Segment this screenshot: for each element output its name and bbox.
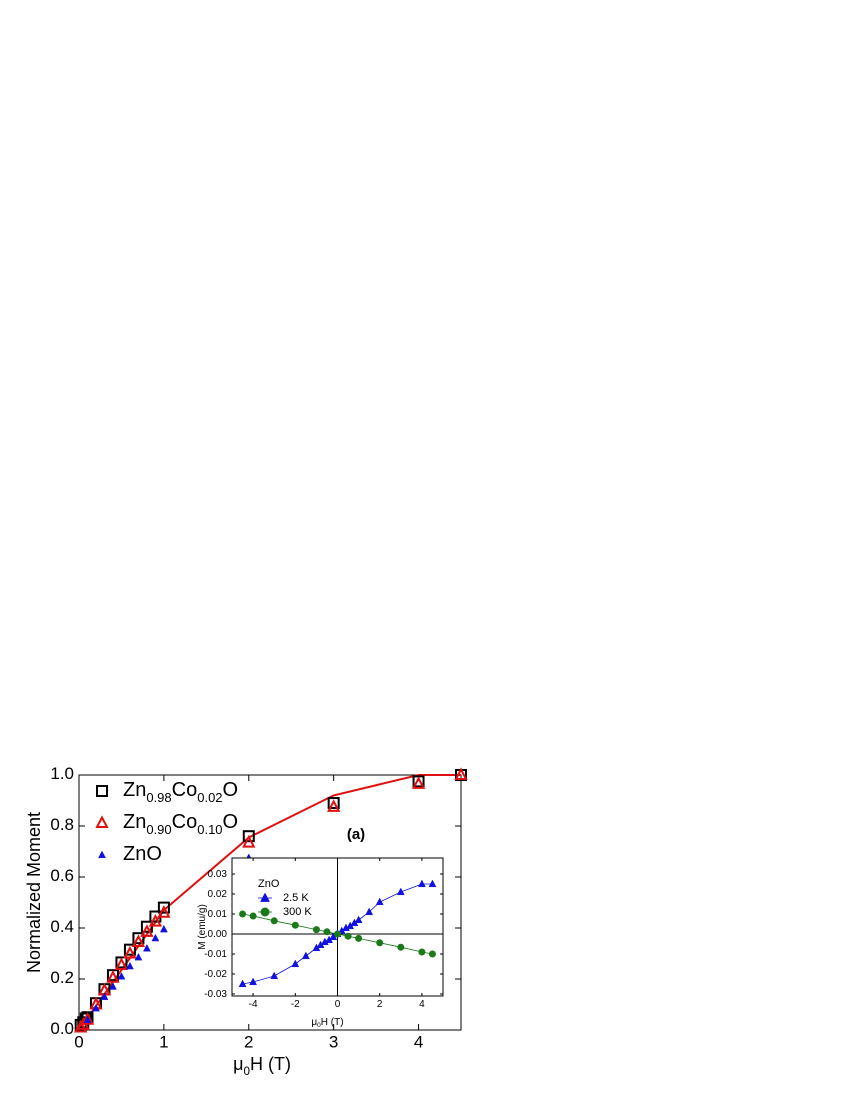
series xyxy=(74,767,468,1033)
x-tick-label: 0 xyxy=(74,1033,83,1052)
marker xyxy=(157,905,171,918)
y-tick-label: -0.03 xyxy=(204,989,227,1000)
x-axis-label: μ0H (T) xyxy=(311,1017,343,1030)
marker xyxy=(375,897,384,906)
legend-label: ZnO xyxy=(123,843,162,865)
y-tick-label: 0.4 xyxy=(50,917,74,936)
x-tick-label: -4 xyxy=(249,999,258,1010)
marker xyxy=(151,933,160,942)
marker xyxy=(92,1003,100,1012)
marker xyxy=(140,924,154,937)
marker xyxy=(123,945,137,959)
marker xyxy=(417,879,426,888)
marker xyxy=(117,972,126,980)
x-tick-label: 0 xyxy=(335,999,341,1010)
y-axis-label: M (emu/g) xyxy=(197,904,208,950)
marker xyxy=(270,971,279,980)
marker xyxy=(344,932,352,940)
marker xyxy=(242,830,255,843)
y-tick-label: 0.6 xyxy=(50,866,74,885)
marker xyxy=(428,879,437,888)
marker xyxy=(323,928,331,936)
y-tick-label: 0.0 xyxy=(50,1019,74,1038)
marker xyxy=(327,797,340,810)
x-tick-label: 4 xyxy=(419,999,425,1010)
marker xyxy=(418,948,426,956)
marker xyxy=(242,834,256,848)
marker xyxy=(249,977,258,986)
marker xyxy=(291,921,299,929)
x-tick-label: 1 xyxy=(159,1033,168,1052)
marker xyxy=(109,982,117,990)
marker xyxy=(397,943,405,951)
marker xyxy=(428,950,436,958)
x-tick-label: 2 xyxy=(244,1033,253,1052)
marker xyxy=(74,1019,88,1033)
legend-marker xyxy=(260,892,270,902)
marker xyxy=(114,957,129,970)
marker xyxy=(454,767,468,780)
marker xyxy=(301,951,310,960)
marker xyxy=(157,901,170,914)
y-tick-label: -0.01 xyxy=(204,949,227,960)
marker xyxy=(148,913,163,927)
marker xyxy=(291,959,300,968)
marker xyxy=(83,1015,92,1023)
legend-marker xyxy=(96,785,108,797)
marker xyxy=(238,979,247,988)
marker xyxy=(100,992,109,1000)
marker xyxy=(327,799,341,812)
legend-marker xyxy=(98,850,106,859)
marker xyxy=(365,907,374,916)
marker xyxy=(80,1012,95,1025)
legend-label: Zn0.98Co0.02O xyxy=(123,779,238,805)
marker xyxy=(249,912,257,920)
legend-label: 2.5 K xyxy=(283,892,309,904)
x-axis-label: μ0H (T) xyxy=(233,1054,291,1078)
x-tick-label: 2 xyxy=(377,999,383,1010)
y-tick-label: 0.01 xyxy=(208,909,228,920)
x-tick-label: -2 xyxy=(291,999,300,1010)
marker xyxy=(312,926,320,934)
legend-label: Zn0.90Co0.10O xyxy=(123,811,238,837)
marker xyxy=(334,930,341,938)
marker xyxy=(396,887,405,896)
y-tick-label: 0.03 xyxy=(208,869,228,880)
marker xyxy=(126,961,134,970)
marker xyxy=(354,915,363,924)
y-tick-label: -0.02 xyxy=(204,969,227,980)
marker xyxy=(132,932,145,945)
y-axis-label: Normalized Moment xyxy=(24,812,44,973)
legend-label: 300 K xyxy=(283,906,312,918)
marker xyxy=(270,917,278,925)
marker xyxy=(131,934,146,948)
legend-marker xyxy=(95,815,109,828)
marker xyxy=(142,944,151,952)
y-tick-label: 0.00 xyxy=(208,929,228,940)
x-tick-label: 4 xyxy=(414,1033,423,1052)
marker xyxy=(106,970,120,983)
marker xyxy=(355,934,363,942)
y-tick-label: 0.8 xyxy=(50,815,74,834)
marker xyxy=(411,776,426,789)
marker xyxy=(140,920,153,933)
marker xyxy=(239,910,247,918)
marker xyxy=(134,952,143,961)
x-tick-label: 3 xyxy=(329,1033,338,1052)
marker xyxy=(159,924,168,933)
y-tick-label: 1.0 xyxy=(50,764,74,783)
y-tick-label: 0.2 xyxy=(50,968,74,987)
annotation: (a) xyxy=(347,826,365,843)
marker xyxy=(123,943,136,956)
marker xyxy=(376,939,384,947)
legend-title: ZnO xyxy=(258,878,280,890)
y-tick-label: 0.02 xyxy=(208,889,228,900)
